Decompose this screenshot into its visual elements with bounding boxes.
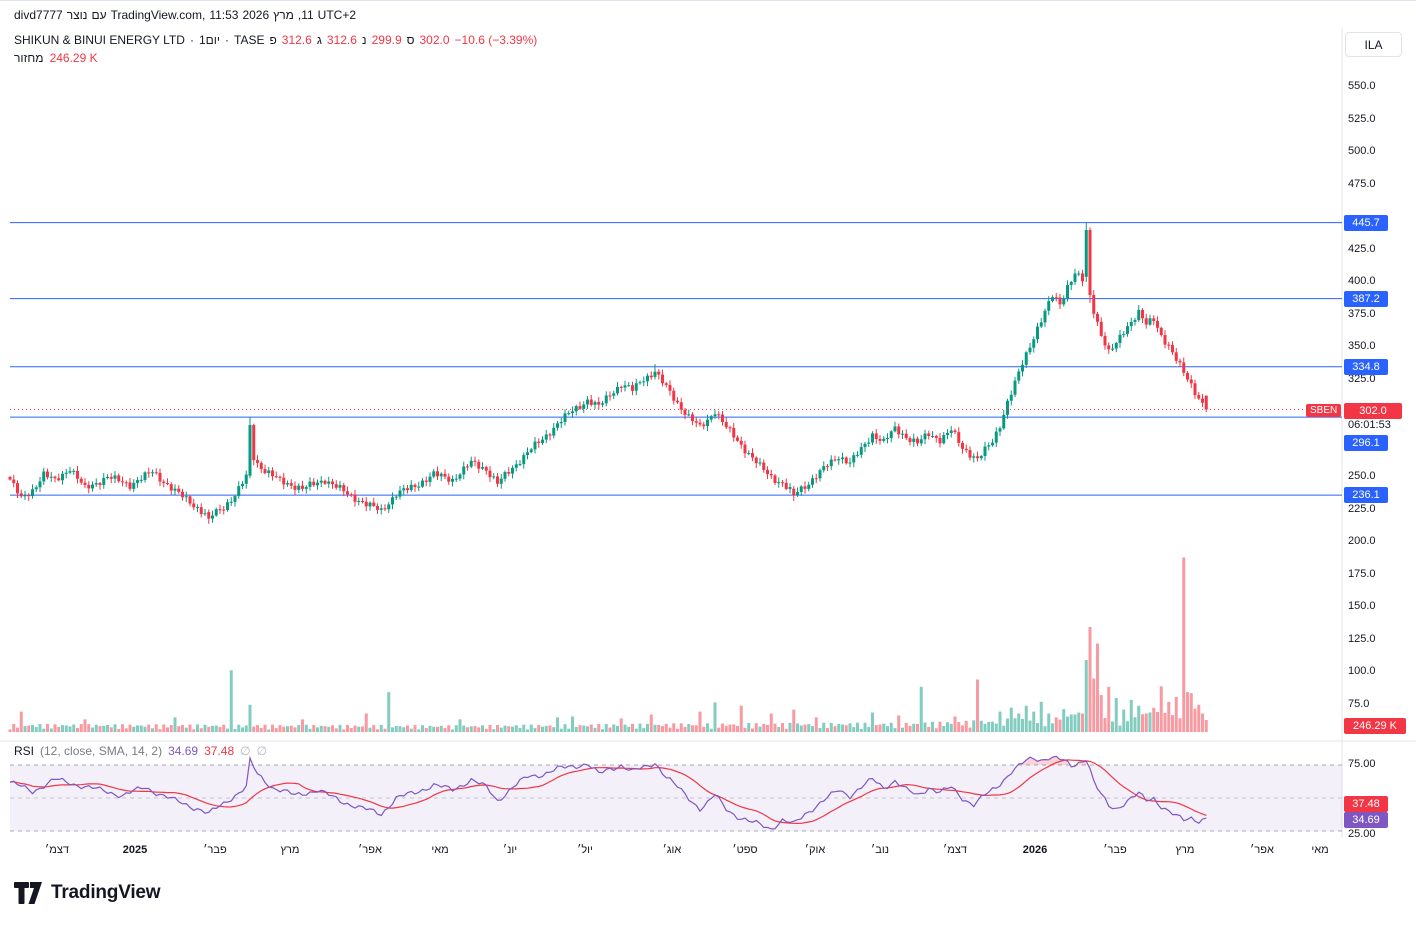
price-tick-label: 350.0 <box>1348 340 1376 352</box>
ohlc-value: 312.6 <box>326 33 357 47</box>
caption-token: מרץ <box>273 8 294 22</box>
tradingview-logo-icon <box>14 882 42 904</box>
price-tick-label: 125.0 <box>1348 632 1376 645</box>
symbol-title-part: · <box>189 33 194 47</box>
bar-close-countdown: 06:01:53 <box>1348 419 1391 431</box>
tradingview-logo[interactable]: TradingView <box>14 882 161 904</box>
symbol-title-part: 1יום <box>198 33 220 47</box>
currency-button[interactable]: ILA <box>1345 32 1402 57</box>
volume-legend-label: מחזור <box>14 51 44 65</box>
ohlc-value: 302.0 <box>419 33 450 47</box>
tradingview-logo-text: TradingView <box>51 882 161 903</box>
rsi-legend-row[interactable]: RSI (12, close, SMA, 14, 2) 34.69 37.48 … <box>14 744 267 758</box>
rsi-upper-band-label: 75.00 <box>1348 758 1376 770</box>
rsi-indicator-name: RSI <box>14 744 35 758</box>
snapshot-caption-bar: divd7777 נוצר עם TradingView.com, 11:53 2026 מ… <box>14 8 356 22</box>
level-price-label: 236.1 <box>1344 487 1388 504</box>
caption-token: עם <box>91 8 107 22</box>
ohlc-label: ג <box>316 33 322 47</box>
rsi-sma-axis-label: 37.48 <box>1344 796 1388 812</box>
time-axis-label: נוב׳ <box>871 844 889 856</box>
price-tick-label: 525.0 <box>1348 112 1376 125</box>
price-tick-label: 250.0 <box>1348 470 1376 482</box>
price-tick-label: 475.0 <box>1348 177 1376 190</box>
ohlc-label: פ <box>269 33 277 47</box>
volume-axis-label: 246.29 K <box>1344 718 1406 734</box>
caption-token: UTC+2 <box>317 8 356 22</box>
price-line-symbol-tag: SBEN <box>1306 404 1342 417</box>
price-tick-label: 150.0 <box>1348 600 1376 612</box>
level-price-label: 387.2 <box>1344 290 1388 307</box>
ohlc-label: ס <box>406 33 415 47</box>
level-price-label: 445.7 <box>1344 214 1388 231</box>
symbol-title-part: · <box>225 33 229 47</box>
price-tick-label: 325.0 <box>1348 372 1376 385</box>
caption-token: ,11 <box>297 8 314 22</box>
price-tick-label: 75.0 <box>1348 697 1370 710</box>
time-axis-label: מרץ <box>1175 844 1195 856</box>
change-value: −10.6 (−3.39%) <box>454 33 538 47</box>
caption-token: divd7777 <box>14 8 63 22</box>
hidden-plot-icon: ∅ <box>240 744 251 758</box>
symbol-title-part: TASE <box>234 33 265 47</box>
caption-token: 2026 <box>242 8 270 22</box>
volume-legend-value: 246.29 K <box>49 51 98 65</box>
rsi-lower-band-label: 25.00 <box>1348 828 1376 840</box>
symbol-legend-row[interactable]: SHIKUN & BINUI ENERGY LTD · 1יום · TASE פ 312.… <box>14 33 537 47</box>
price-tick-label: 100.0 <box>1348 665 1376 677</box>
ohlc-value: 312.6 <box>281 33 312 47</box>
price-tick-label: 500.0 <box>1348 145 1376 157</box>
rsi-indicator-params: (12, close, SMA, 14, 2) <box>40 744 163 758</box>
last-price-label: 302.0 <box>1344 403 1402 419</box>
price-tick-label: 200.0 <box>1348 535 1376 547</box>
time-axis-label: מאי <box>431 844 449 856</box>
level-price-label: 334.8 <box>1344 358 1388 375</box>
time-axis-label: אוג׳ <box>662 844 682 856</box>
volume-legend-row: מחזור 246.29 K <box>14 51 98 65</box>
price-tick-label: 400.0 <box>1348 275 1376 287</box>
currency-button-label: ILA <box>1364 37 1383 52</box>
hidden-plot-icon: ∅ <box>256 744 268 758</box>
price-tick-label: 175.0 <box>1348 567 1376 580</box>
time-axis-label: ספט׳ <box>732 844 758 856</box>
rsi-sma-current-value: 37.48 <box>204 744 235 758</box>
caption-token: TradingView.com, <box>110 8 206 22</box>
time-axis-label: אפר׳ <box>358 844 382 856</box>
time-axis-label: אפר׳ <box>1250 844 1274 856</box>
time-axis[interactable] <box>0 0 1416 26</box>
time-axis-label: יול׳ <box>577 844 593 856</box>
ohlc-value: 299.9 <box>371 33 402 47</box>
time-axis-label: פבר׳ <box>203 844 227 856</box>
time-axis-label: אוק׳ <box>804 844 826 856</box>
time-axis-label: דצמ׳ <box>943 844 967 856</box>
time-axis-label: יונ׳ <box>502 844 518 856</box>
price-tick-label: 375.0 <box>1348 307 1376 320</box>
rsi-current-value: 34.69 <box>168 744 199 758</box>
price-tick-label: 425.0 <box>1348 242 1376 255</box>
time-axis-label: מאי <box>1311 844 1329 856</box>
time-axis-label: מרץ <box>280 844 300 856</box>
ohlc-label: נ <box>361 33 367 47</box>
time-axis-label: פבר׳ <box>1103 844 1127 856</box>
time-axis-label: דצמ׳ <box>45 844 69 856</box>
caption-token: נוצר <box>66 8 88 22</box>
price-tick-label: 550.0 <box>1348 80 1376 92</box>
price-tick-label: 225.0 <box>1348 502 1376 515</box>
caption-token: 11:53 <box>209 8 239 22</box>
time-axis-label: 2026 <box>1022 844 1048 856</box>
time-axis-label: 2025 <box>122 844 148 856</box>
rsi-value-axis-label: 34.69 <box>1344 812 1388 828</box>
symbol-title: SHIKUN & BINUI ENERGY LTD <box>14 33 185 47</box>
level-price-label: 296.1 <box>1344 435 1388 451</box>
